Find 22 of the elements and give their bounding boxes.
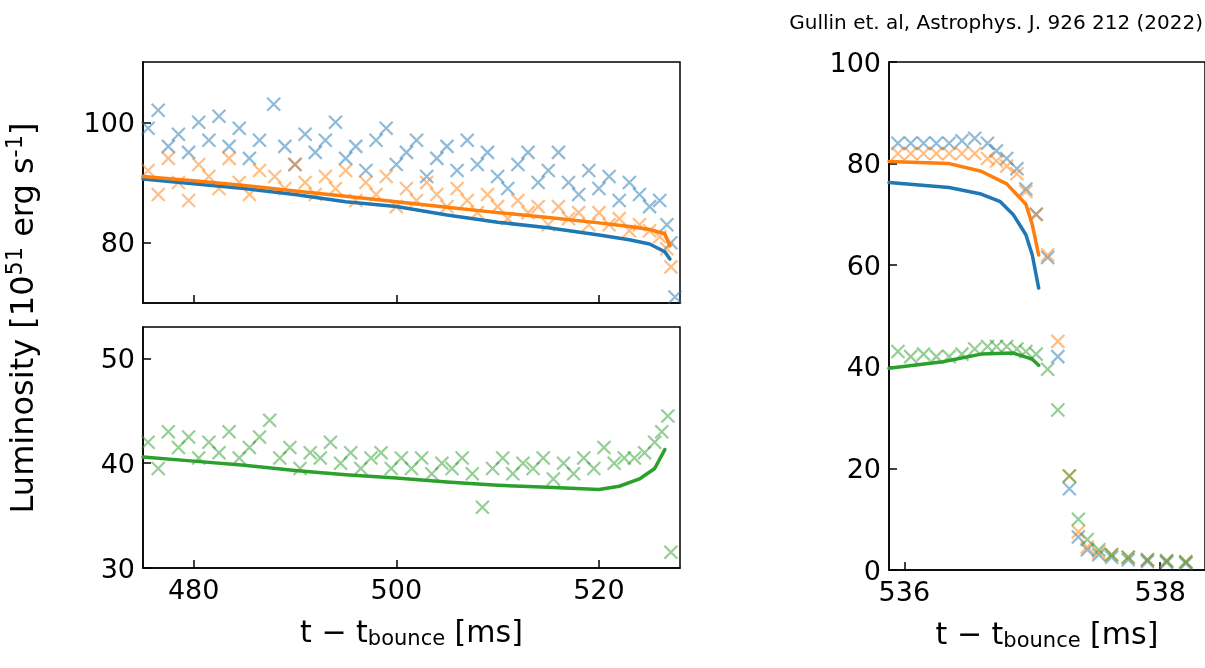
line-series	[141, 447, 667, 492]
x-tick-label: 536	[878, 576, 931, 607]
text: Gullin et. al, Astrophys. J. 926 212 (2022)	[789, 10, 1203, 34]
y-tick-label: 80	[100, 227, 135, 259]
x-tick-label: 520	[573, 574, 625, 605]
line-series	[887, 180, 1041, 290]
y-tick-label: 50	[100, 342, 135, 374]
x-tick-label: 480	[167, 574, 220, 605]
line-series	[887, 351, 1041, 371]
y-tick-label: 0	[863, 554, 881, 586]
y-tick-label: 40	[846, 351, 881, 383]
y-tick-label: 30	[100, 552, 135, 584]
y-tick-label: 60	[846, 249, 881, 281]
y-tick-label: 80	[846, 148, 881, 180]
y-tick-label: 20	[846, 452, 881, 484]
y-tick-label: 100	[83, 106, 135, 138]
line-series	[141, 177, 672, 261]
y-axis-title: Luminosity [1051 erg s-1]	[1, 122, 41, 514]
x-tick-label: 538	[1134, 576, 1186, 607]
y-tick-label: 100	[829, 46, 881, 78]
x-tick-label: 500	[370, 574, 423, 605]
y-tick-label: 40	[100, 447, 135, 479]
